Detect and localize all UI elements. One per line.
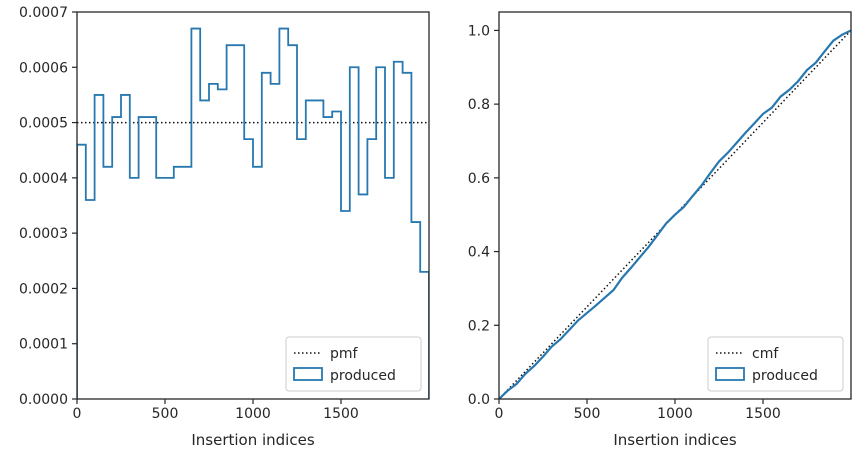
cmf-ticks: 0 500 1000 1500 0.0 0.2 0.4 0.6 0.8 1.0 xyxy=(468,23,781,422)
pmf-plot-area xyxy=(77,27,429,399)
cmf-produced-line xyxy=(499,29,851,399)
cmf-plot-area xyxy=(499,29,851,399)
pmf-y-tick-label: 0.0003 xyxy=(19,226,68,242)
pmf-x-tick-label: 1500 xyxy=(323,406,359,422)
pmf-plot-layer xyxy=(77,27,429,399)
cmf-legend-label: produced xyxy=(752,368,818,384)
cmf-plot-layer xyxy=(499,29,851,399)
cmf-reference-line xyxy=(499,29,851,399)
pmf-legend: pmf produced xyxy=(285,336,422,392)
pmf-y-tick-label: 0.0002 xyxy=(19,281,68,297)
cmf-y-tick-label: 0.6 xyxy=(468,171,490,187)
cmf-x-axis-label: Insertion indices xyxy=(613,431,736,449)
pmf-y-tick-label: 0.0001 xyxy=(19,337,68,353)
cmf-y-tick-label: 0.4 xyxy=(468,245,490,261)
pmf-produced-step-line xyxy=(77,27,429,399)
cmf-chart: 0 500 1000 1500 0.0 0.2 0.4 0.6 0.8 1.0 Insertion… xyxy=(468,11,852,449)
pmf-y-tick-label: 0.0000 xyxy=(19,392,68,408)
cmf-x-tick-label: 500 xyxy=(574,406,601,422)
pmf-y-tick-label: 0.0005 xyxy=(19,116,68,132)
cmf-legend: cmf produced xyxy=(707,336,844,392)
cmf-y-tick-label: 0.0 xyxy=(468,392,490,408)
pmf-x-axis-label: Insertion indices xyxy=(191,431,314,449)
cmf-x-tick-label: 1500 xyxy=(745,406,781,422)
cmf-x-tick-label: 0 xyxy=(495,406,504,422)
cmf-x-tick-label: 1000 xyxy=(657,406,693,422)
cmf-y-tick-label: 0.2 xyxy=(468,318,490,334)
pmf-legend-swatch-produced xyxy=(293,367,323,381)
pmf-legend-label: produced xyxy=(330,368,396,384)
cmf-legend-swatch-produced xyxy=(715,367,745,381)
pmf-ticks: 0 500 1000 1500 0.0000 0.0001 0.0002 0.0003 0.00… xyxy=(19,5,359,422)
pmf-y-tick-label: 0.0006 xyxy=(19,60,68,76)
cmf-legend-box xyxy=(707,336,844,392)
cmf-y-tick-label: 0.8 xyxy=(468,97,490,113)
pmf-y-tick-label: 0.0007 xyxy=(19,5,68,21)
pmf-x-tick-label: 1000 xyxy=(235,406,271,422)
pmf-x-tick-label: 500 xyxy=(152,406,179,422)
pmf-chart: 0 500 1000 1500 0.0000 0.0001 0.0002 0.0003 0.00… xyxy=(19,5,430,449)
cmf-legend-label: cmf xyxy=(752,346,779,362)
pmf-legend-box xyxy=(285,336,422,392)
pmf-legend-label: pmf xyxy=(330,346,359,362)
cmf-y-tick-label: 1.0 xyxy=(468,23,490,39)
pmf-x-tick-label: 0 xyxy=(73,406,82,422)
pmf-y-tick-label: 0.0004 xyxy=(19,171,68,187)
